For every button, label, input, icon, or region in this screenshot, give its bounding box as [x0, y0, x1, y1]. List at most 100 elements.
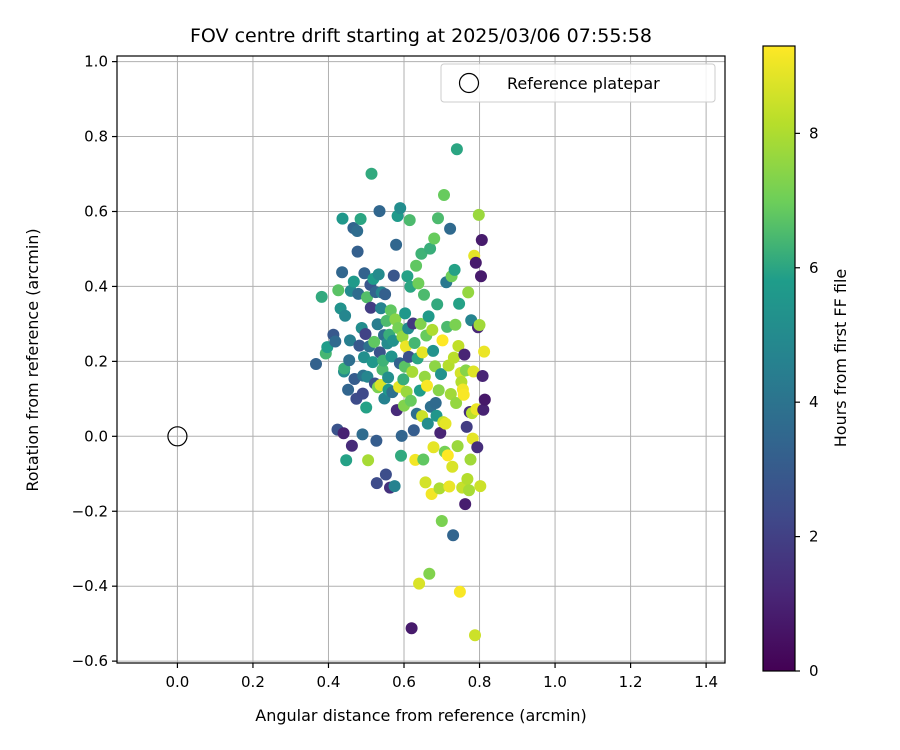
y-tick-label: 0.8	[84, 128, 108, 146]
data-point	[419, 476, 432, 489]
data-point	[459, 498, 472, 511]
plot-frame	[116, 55, 726, 664]
data-point	[379, 288, 392, 301]
data-point	[450, 397, 463, 409]
data-point	[461, 473, 474, 485]
data-point	[432, 384, 445, 397]
y-tick-label: −0.6	[72, 652, 108, 670]
data-point	[435, 368, 447, 381]
colorbar-tick-label: 4	[809, 393, 819, 411]
legend-label: Reference platepar	[507, 74, 660, 93]
data-point	[418, 288, 430, 301]
data-point	[418, 370, 431, 383]
data-point	[400, 385, 413, 398]
colorbar: 0 2 4 6 8 Hours from first FF file	[762, 45, 850, 680]
data-point	[415, 247, 428, 260]
y-tick-label: −0.4	[72, 577, 108, 595]
colorbar-gradient	[762, 45, 796, 672]
data-point	[457, 388, 470, 401]
data-point	[471, 441, 484, 454]
data-point	[452, 340, 465, 352]
reference-platepar-marker	[167, 426, 188, 447]
x-tick-label: 1.2	[619, 673, 643, 691]
chart-title: FOV centre drift starting at 2025/03/06 …	[190, 25, 652, 47]
data-point	[460, 420, 473, 433]
data-point	[353, 339, 366, 352]
data-point	[384, 304, 397, 317]
data-point	[475, 234, 488, 246]
data-point	[463, 484, 475, 497]
data-point	[432, 212, 444, 225]
data-point	[354, 213, 367, 225]
data-point	[364, 301, 377, 314]
data-point	[447, 529, 460, 542]
data-point	[343, 354, 356, 367]
data-point	[426, 323, 439, 336]
data-point	[361, 291, 373, 304]
data-point	[370, 477, 383, 490]
legend: Reference platepar	[440, 63, 716, 103]
colorbar-label: Hours from first FF file	[831, 269, 850, 448]
y-tick-label: 1.0	[84, 53, 108, 71]
data-point	[397, 373, 410, 386]
data-point	[421, 379, 433, 392]
data-point	[387, 269, 400, 282]
data-point	[340, 454, 353, 467]
data-point	[366, 356, 379, 369]
data-point	[438, 189, 450, 201]
data-point	[358, 267, 371, 280]
data-point	[474, 480, 487, 493]
data-point	[423, 567, 436, 580]
data-point	[446, 460, 459, 473]
data-point	[448, 263, 461, 276]
data-point	[337, 427, 350, 440]
data-point	[439, 417, 452, 430]
data-point	[451, 440, 464, 453]
data-point	[375, 302, 387, 315]
data-point	[478, 345, 491, 358]
data-point	[394, 202, 407, 215]
data-point	[395, 429, 408, 442]
reference-marker-group	[167, 426, 188, 447]
data-point	[370, 434, 383, 447]
data-point	[453, 297, 466, 310]
colorbar-tick-label: 0	[809, 662, 819, 680]
colorbar-ticks: 0 2 4 6 8	[795, 124, 819, 680]
data-point	[421, 417, 434, 430]
data-point	[473, 319, 486, 331]
y-tick-label: 0.2	[84, 352, 108, 370]
data-point	[412, 277, 425, 290]
data-point	[410, 259, 423, 272]
data-point	[414, 317, 427, 330]
data-point	[385, 350, 398, 363]
y-axis-label: Rotation from reference (arcmin)	[23, 228, 42, 491]
data-point	[477, 403, 490, 416]
data-point	[390, 238, 403, 251]
data-point	[347, 275, 360, 288]
colorbar-tick-label: 6	[809, 259, 819, 277]
data-point	[379, 468, 392, 481]
data-point	[387, 334, 400, 347]
data-point	[332, 284, 345, 297]
data-point	[443, 480, 456, 493]
data-point	[329, 335, 342, 348]
data-point	[427, 344, 440, 357]
data-point	[388, 480, 401, 493]
y-tick-label: 0.4	[84, 277, 108, 295]
data-point	[478, 393, 491, 406]
data-point	[351, 245, 364, 258]
x-tick-label: 1.0	[543, 673, 567, 691]
data-point	[351, 225, 364, 237]
x-tick-label: 0.0	[165, 673, 189, 691]
data-point	[399, 307, 412, 320]
data-point	[344, 334, 356, 347]
data-point	[359, 328, 372, 340]
data-point	[428, 232, 441, 245]
data-point	[449, 318, 462, 331]
data-point	[422, 310, 435, 323]
data-point	[431, 298, 444, 311]
data-point	[342, 383, 355, 396]
y-tick-label: 0.0	[84, 427, 108, 445]
x-tick-label: 0.8	[468, 673, 492, 691]
